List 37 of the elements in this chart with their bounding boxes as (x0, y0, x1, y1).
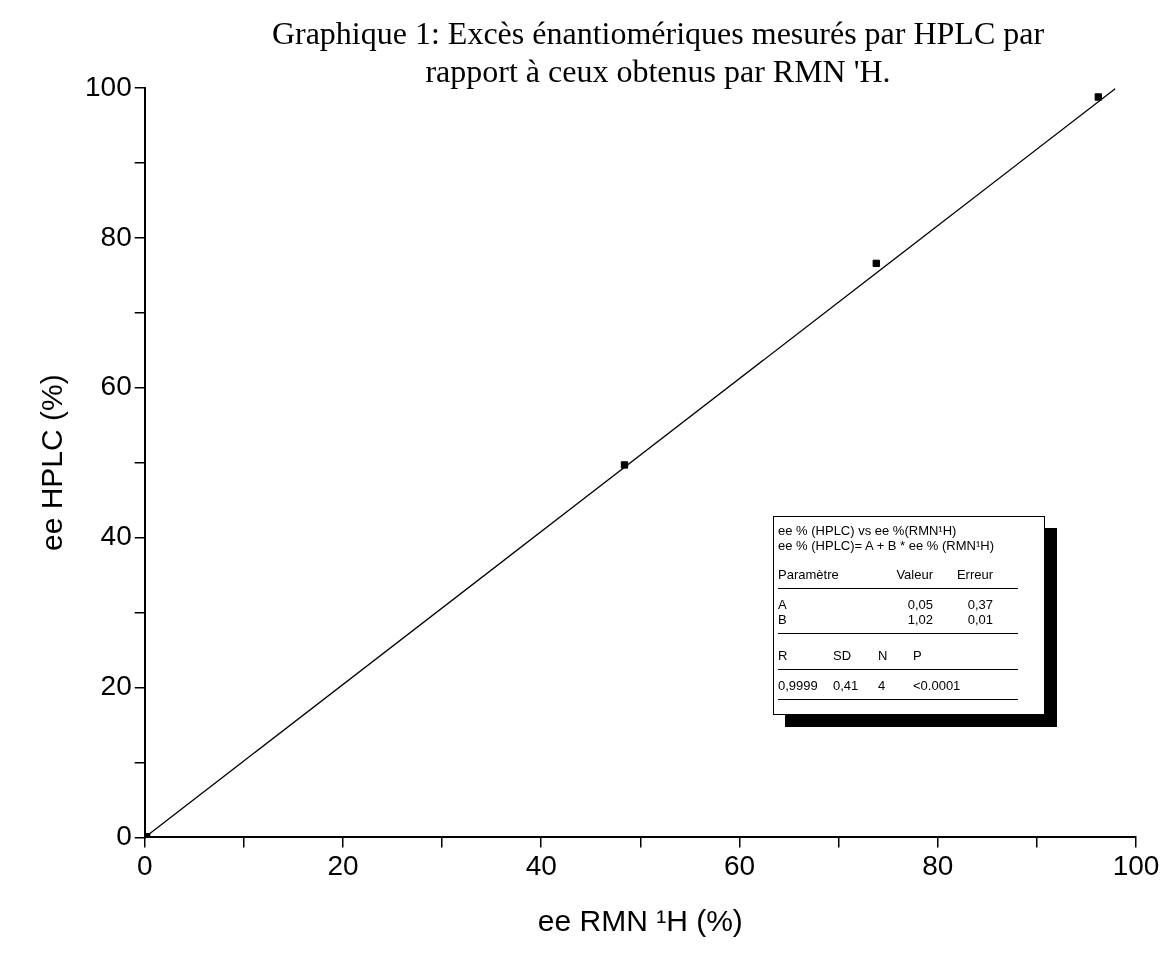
x-tick-label: 40 (525, 849, 557, 881)
annotation: 0,01 (966, 612, 993, 627)
annotation: N (878, 648, 889, 663)
x-tick-label: 100 (1112, 849, 1160, 881)
annotation: 0,05 (906, 597, 933, 612)
annotation: R (778, 648, 789, 663)
annotation: ee % (HPLC)= A + B * ee % (RMN¹H) (778, 538, 995, 553)
annotation: 1,02 (906, 612, 933, 627)
annotation: P (913, 648, 923, 663)
y-tick-label: 40 (100, 520, 132, 552)
x-tick-label: 80 (922, 849, 954, 881)
y-tick-label: 60 (100, 370, 132, 402)
annotation: ee % (HPLC) vs ee %(RMN¹H) (778, 523, 957, 538)
annotation: Erreur (955, 567, 993, 582)
x-tick-label: 20 (327, 849, 359, 881)
annotation: A (778, 597, 788, 612)
y-tick-label: 0 (116, 820, 132, 852)
annotation: Valeur (895, 567, 933, 582)
y-axis-title: ee HPLC (%) (35, 374, 69, 552)
point (872, 259, 880, 268)
annotation: 0,41 (833, 678, 860, 693)
y-tick-label: 100 (85, 70, 132, 102)
chart-title: Graphique 1: Excès énantiomériques mesurés par HPLC par rapport à ceux obtenus par RMN 'H. (270, 14, 1046, 90)
x-tick-label: 60 (723, 849, 756, 881)
x-tick-label: 0 (136, 849, 153, 881)
annotation: B (778, 612, 788, 627)
point (620, 461, 629, 469)
annotation: 0,9999 (778, 678, 819, 693)
annotation: <0.0001 (913, 678, 962, 693)
annotation: Paramètre (778, 567, 840, 582)
y-tick-label: 20 (100, 670, 132, 702)
annotation: 4 (878, 678, 887, 693)
y-tick-label: 80 (100, 220, 132, 252)
x-axis-title: ee RMN ¹H (%) (537, 904, 743, 938)
point (1094, 93, 1103, 101)
annotation: 0,37 (966, 597, 993, 612)
annotation: SD (833, 648, 853, 663)
